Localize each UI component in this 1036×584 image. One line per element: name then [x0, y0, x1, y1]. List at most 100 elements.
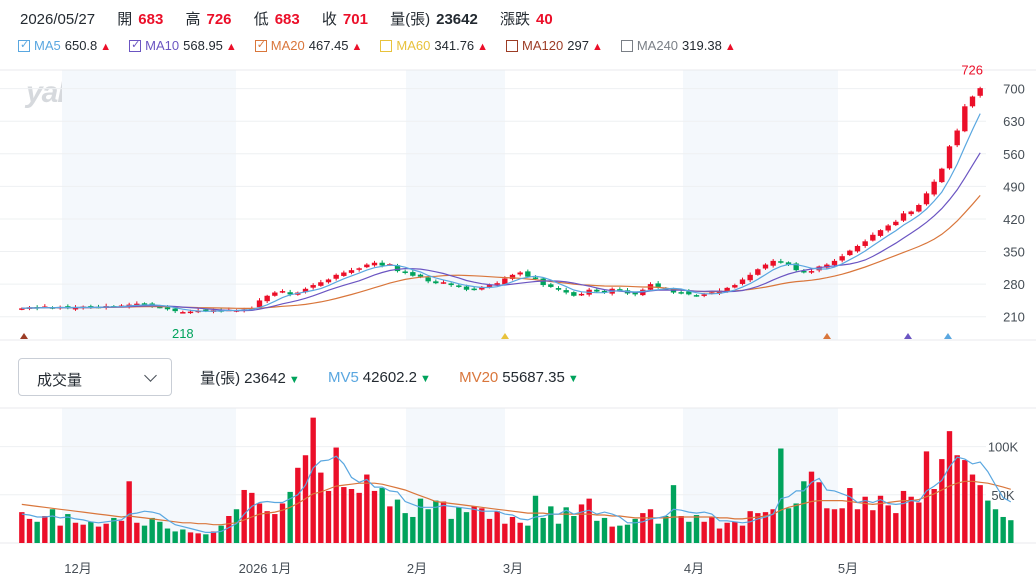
ma-toggle-ma20[interactable]: ✓ MA20 467.45 ▲: [254, 38, 362, 53]
ma-label: MA60: [396, 38, 431, 53]
candle-body: [187, 311, 194, 314]
candle-body: [448, 283, 454, 286]
volume-bar: [870, 510, 876, 543]
candle-body: [325, 279, 332, 283]
volume-bar: [900, 490, 907, 543]
volume-bar: [854, 509, 861, 543]
candle-body: [410, 272, 416, 276]
volume-bar: [249, 492, 255, 543]
checkbox-unchecked-icon[interactable]: [380, 40, 393, 52]
volume-bar: [571, 516, 577, 543]
x-axis-label: 12月: [64, 561, 91, 576]
candle-body: [341, 272, 347, 276]
candle-body: [831, 260, 838, 265]
candle-body: [969, 96, 976, 107]
candle-body: [962, 106, 968, 132]
volume-bar: [663, 516, 669, 543]
event-marker-icon: [904, 333, 912, 339]
candle-body: [724, 287, 730, 292]
volume-bar: [785, 508, 792, 543]
volume-bar: [770, 509, 776, 543]
ma-toggle-ma60[interactable]: MA60 341.76 ▲: [380, 38, 488, 53]
volume-bar: [824, 508, 830, 543]
candle-body: [203, 309, 209, 312]
volume-bar: [394, 499, 401, 543]
volume-bar: [831, 509, 838, 543]
x-axis-label: 5月: [838, 561, 858, 576]
volume-bar: [425, 509, 431, 543]
price-tick-label: 420: [1003, 212, 1025, 227]
ma-label: MA20: [270, 38, 305, 53]
candle-body: [678, 292, 684, 294]
volume-bar: [946, 431, 953, 543]
x-axis-label: 2月: [407, 561, 427, 576]
candle-body: [164, 307, 171, 310]
checkbox-unchecked-icon[interactable]: [620, 40, 633, 52]
event-marker-icon: [823, 333, 831, 339]
ma-toggle-ma240[interactable]: MA240 319.38 ▲: [620, 38, 736, 53]
volume-bar: [747, 511, 753, 543]
max-price-label: 726: [961, 63, 983, 78]
candle-body: [778, 261, 784, 263]
month-band: [62, 70, 236, 340]
volume-bar: [992, 509, 999, 543]
price-tick-label: 350: [1003, 245, 1025, 260]
volume-bar: [210, 531, 217, 543]
ma-toggle-ma5[interactable]: ✓ MA5 650.8 ▲: [18, 38, 111, 53]
candle-body: [693, 295, 700, 297]
checkbox-checked-icon[interactable]: ✓: [254, 39, 267, 52]
volume-bar: [739, 525, 746, 543]
price-tick-label: 700: [1003, 82, 1025, 97]
candle-body: [739, 279, 746, 284]
month-band: [683, 70, 838, 340]
up-triangle-icon: ▲: [225, 41, 237, 53]
volume-bar: [157, 521, 163, 543]
candle-body: [471, 288, 477, 291]
ma-value: 297: [567, 38, 589, 53]
candle-body: [433, 281, 439, 284]
volume-bar: [624, 524, 631, 543]
candle-body: [525, 271, 531, 277]
candle-body: [762, 264, 769, 269]
volume-bar: [655, 523, 661, 543]
candle-body: [532, 277, 539, 279]
indicator-select-value: 成交量: [37, 372, 83, 389]
checkbox-checked-icon[interactable]: ✓: [18, 39, 30, 52]
month-band: [406, 70, 505, 340]
indicator-select[interactable]: 成交量: [18, 358, 172, 396]
volume-bar: [578, 504, 585, 543]
candle-body: [808, 271, 815, 273]
candle-body: [923, 193, 930, 205]
volume-bar: [494, 511, 500, 543]
volume-bar: [555, 523, 562, 543]
up-triangle-icon: ▲: [477, 41, 489, 53]
candle-body: [310, 285, 316, 288]
checkbox-checked-icon[interactable]: ✓: [129, 39, 142, 52]
volume-bar: [1000, 516, 1006, 543]
candle-body: [755, 269, 761, 275]
volume-bar: [440, 501, 447, 543]
volume-bar: [548, 506, 554, 543]
down-triangle-icon: ▼: [567, 372, 579, 385]
ma-value: 650.8: [64, 38, 98, 53]
ma-label: MA5: [34, 38, 61, 53]
up-triangle-icon: ▲: [100, 41, 112, 53]
ma-toggle-ma120[interactable]: MA120 297 ▲: [506, 38, 603, 53]
open-price: 開 683: [117, 11, 164, 28]
candle-body: [379, 262, 385, 266]
volume-bar: [195, 533, 201, 543]
volume-bar: [839, 508, 845, 543]
candle-body: [578, 293, 585, 296]
candle-body: [272, 292, 278, 296]
volume-bar: [640, 513, 646, 543]
candle-body: [931, 181, 937, 195]
ma-toggle-ma10[interactable]: ✓ MA10 568.95 ▲: [129, 38, 237, 53]
checkbox-unchecked-icon[interactable]: [506, 40, 519, 52]
volume-bar: [387, 506, 393, 543]
candle-body: [655, 283, 661, 287]
price-tick-label: 210: [1003, 310, 1025, 325]
volume-bar: [272, 514, 278, 543]
mv5-line: [21, 455, 1012, 533]
volume-bar: [141, 525, 148, 543]
